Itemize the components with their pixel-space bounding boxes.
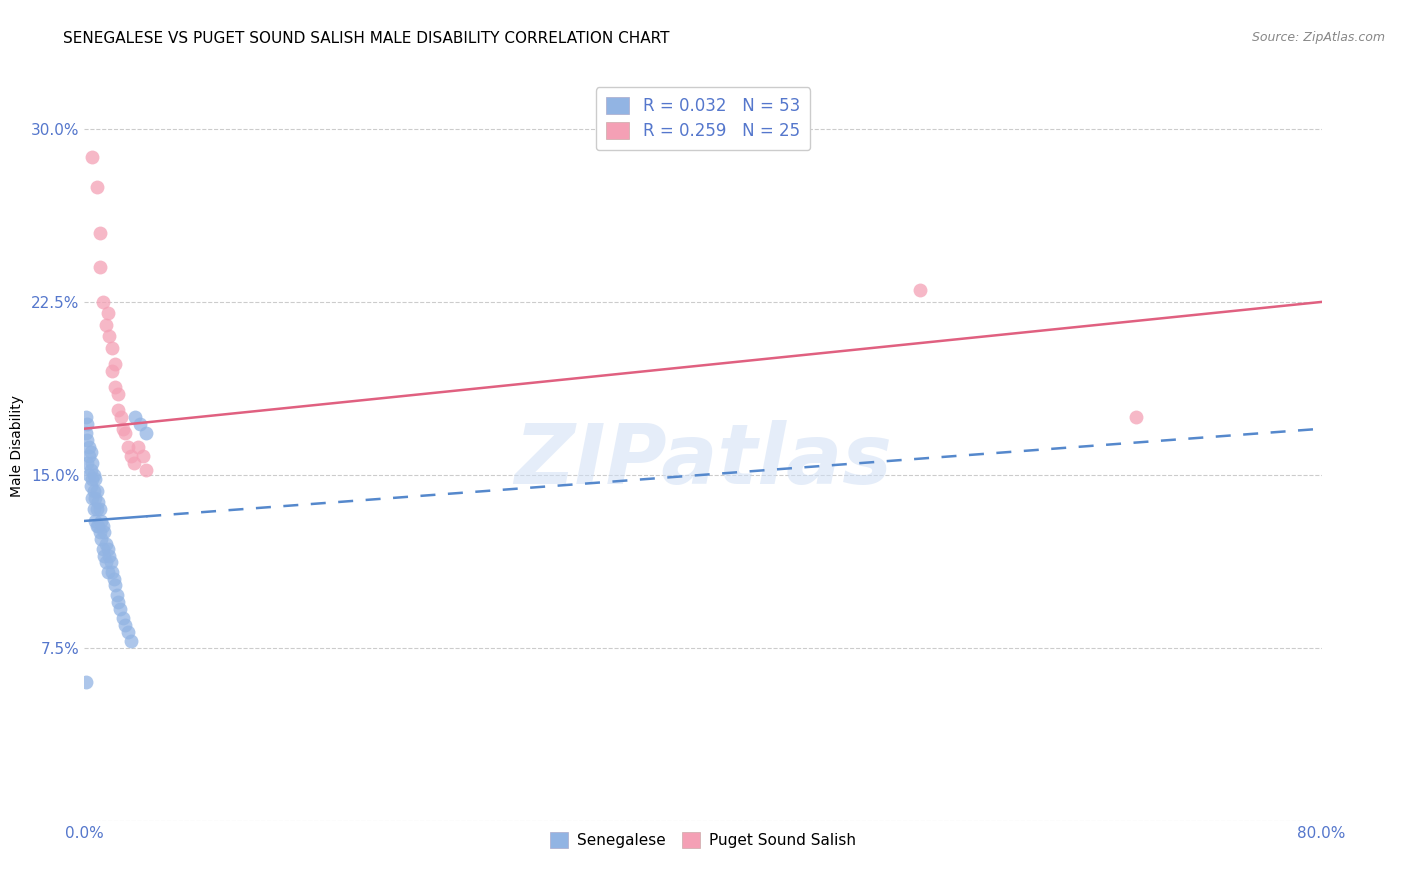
Point bbox=[90, 514, 112, 528]
Point bbox=[82, 491, 104, 505]
Point bbox=[108, 601, 131, 615]
Point bbox=[86, 179, 108, 194]
Point bbox=[89, 260, 111, 275]
Point bbox=[107, 403, 129, 417]
Point bbox=[84, 514, 107, 528]
Point bbox=[107, 387, 129, 401]
Point bbox=[120, 633, 142, 648]
Point bbox=[84, 491, 107, 505]
Point bbox=[94, 537, 117, 551]
Point bbox=[135, 426, 157, 441]
Point bbox=[75, 426, 97, 441]
Point bbox=[91, 518, 114, 533]
Point bbox=[104, 578, 127, 592]
Point bbox=[132, 450, 155, 464]
Point bbox=[129, 417, 152, 431]
Point bbox=[127, 440, 149, 454]
Point bbox=[94, 318, 117, 332]
Point bbox=[96, 306, 118, 320]
Point bbox=[77, 440, 100, 454]
Point bbox=[93, 549, 115, 563]
Point bbox=[84, 472, 107, 486]
Point bbox=[82, 150, 104, 164]
Point bbox=[114, 426, 136, 441]
Text: Source: ZipAtlas.com: Source: ZipAtlas.com bbox=[1251, 31, 1385, 45]
Point bbox=[98, 329, 121, 343]
Point bbox=[120, 450, 142, 464]
Point bbox=[122, 456, 145, 470]
Point bbox=[79, 479, 101, 493]
Point bbox=[82, 472, 104, 486]
Point bbox=[114, 617, 136, 632]
Point bbox=[96, 565, 118, 579]
Point bbox=[93, 525, 115, 540]
Point bbox=[101, 565, 124, 579]
Point bbox=[104, 357, 127, 371]
Point bbox=[83, 467, 105, 482]
Point bbox=[91, 294, 114, 309]
Point bbox=[105, 588, 128, 602]
Point bbox=[908, 284, 931, 298]
Point bbox=[75, 675, 97, 690]
Point bbox=[83, 483, 105, 498]
Point bbox=[83, 502, 105, 516]
Point bbox=[76, 456, 98, 470]
Point bbox=[77, 450, 100, 464]
Point bbox=[87, 495, 110, 509]
Point bbox=[112, 422, 135, 436]
Point bbox=[101, 341, 124, 355]
Point bbox=[107, 594, 129, 608]
Point bbox=[94, 556, 117, 570]
Point bbox=[104, 380, 127, 394]
Point bbox=[79, 463, 101, 477]
Point bbox=[91, 541, 114, 556]
Point bbox=[98, 549, 121, 563]
Point bbox=[100, 556, 122, 570]
Point bbox=[117, 440, 139, 454]
Point bbox=[89, 226, 111, 240]
Point bbox=[75, 410, 97, 425]
Point bbox=[90, 533, 112, 547]
Point bbox=[77, 467, 100, 482]
Point bbox=[101, 364, 124, 378]
Text: ZIPatlas: ZIPatlas bbox=[515, 420, 891, 501]
Point bbox=[86, 518, 108, 533]
Point bbox=[79, 444, 101, 458]
Point bbox=[87, 518, 110, 533]
Point bbox=[96, 541, 118, 556]
Point bbox=[124, 410, 146, 425]
Point bbox=[86, 483, 108, 498]
Point bbox=[103, 572, 125, 586]
Point bbox=[112, 611, 135, 625]
Point bbox=[76, 417, 98, 431]
Y-axis label: Male Disability: Male Disability bbox=[10, 395, 24, 497]
Legend: Senegalese, Puget Sound Salish: Senegalese, Puget Sound Salish bbox=[544, 826, 862, 855]
Point bbox=[89, 502, 111, 516]
Text: SENEGALESE VS PUGET SOUND SALISH MALE DISABILITY CORRELATION CHART: SENEGALESE VS PUGET SOUND SALISH MALE DI… bbox=[63, 31, 669, 46]
Point bbox=[86, 502, 108, 516]
Point bbox=[82, 456, 104, 470]
Point bbox=[76, 434, 98, 448]
Point bbox=[117, 624, 139, 639]
Point bbox=[110, 410, 132, 425]
Point bbox=[135, 463, 157, 477]
Point bbox=[1125, 410, 1147, 425]
Point bbox=[89, 525, 111, 540]
